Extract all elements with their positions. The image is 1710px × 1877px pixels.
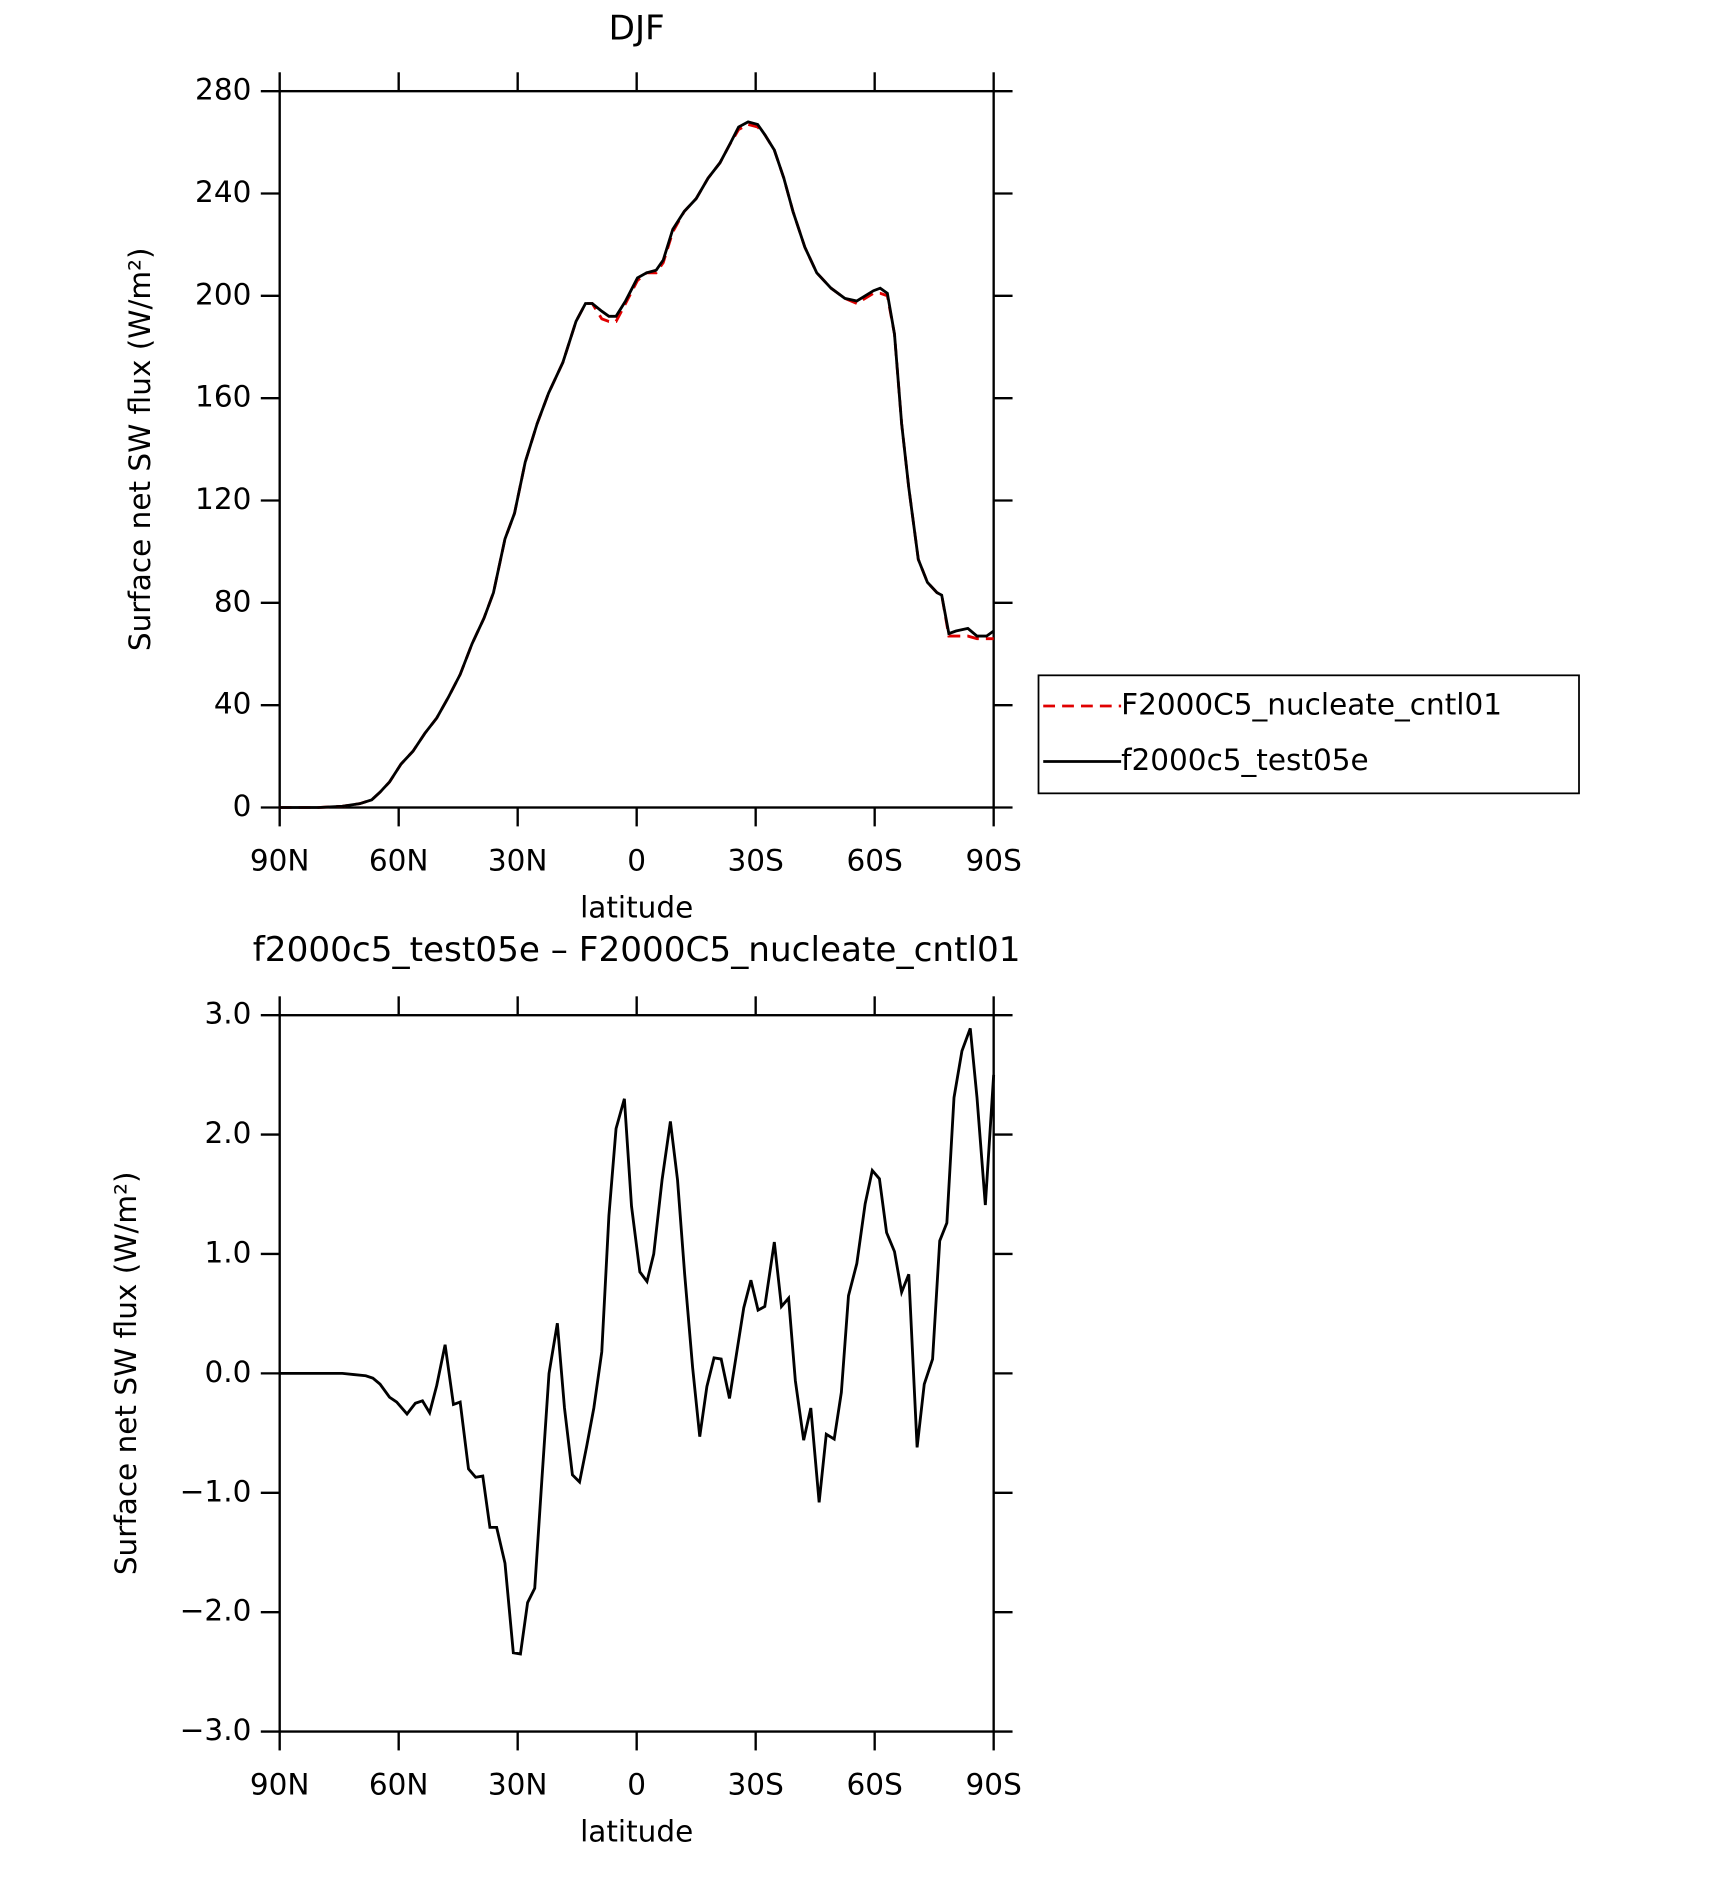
x-axis-label: latitude — [580, 890, 693, 924]
y-tick-label: 160 — [195, 380, 251, 414]
x-axis-label: latitude — [580, 1815, 693, 1849]
y-tick-label: 1.0 — [204, 1235, 251, 1269]
x-tick-label: 30N — [488, 1767, 548, 1801]
x-tick-label: 60S — [847, 843, 903, 877]
y-tick-label: 0 — [233, 789, 252, 823]
x-tick-label: 90N — [250, 843, 310, 877]
y-tick-label: 120 — [195, 482, 251, 516]
x-tick-label: 60S — [847, 1767, 903, 1801]
y-axis-label: Surface net SW flux (W/m²) — [123, 248, 157, 652]
y-tick-label: 2.0 — [204, 1116, 251, 1150]
legend-label: f2000c5_test05e — [1121, 743, 1369, 777]
legend-box — [1037, 674, 1580, 795]
data-line — [279, 122, 994, 809]
x-tick-label: 0 — [627, 1767, 646, 1801]
x-tick-label: 30S — [728, 843, 784, 877]
y-tick-label: 240 — [195, 175, 251, 209]
y-tick-label: −2.0 — [180, 1594, 252, 1628]
chart-title: f2000c5_test05e – F2000C5_nucleate_cntl0… — [253, 930, 1021, 970]
x-tick-label: 90S — [966, 1767, 1022, 1801]
y-tick-label: 200 — [195, 277, 251, 311]
data-line — [279, 1027, 996, 1656]
data-line — [279, 120, 995, 809]
x-tick-label: 0 — [627, 843, 646, 877]
y-tick-label: 280 — [195, 73, 251, 107]
legend-label: F2000C5_nucleate_cntl01 — [1121, 688, 1502, 722]
y-tick-label: −1.0 — [180, 1474, 252, 1508]
y-axis-label: Surface net SW flux (W/m²) — [109, 1172, 143, 1576]
x-tick-label: 60N — [369, 1767, 429, 1801]
x-tick-label: 60N — [369, 843, 429, 877]
plot-frame — [278, 1014, 995, 1733]
x-tick-label: 30S — [728, 1767, 784, 1801]
y-tick-label: 80 — [214, 584, 252, 618]
plot-frame — [278, 89, 995, 809]
y-tick-label: −3.0 — [180, 1713, 252, 1747]
x-tick-label: 90S — [966, 843, 1022, 877]
x-tick-label: 30N — [488, 843, 548, 877]
y-tick-label: 3.0 — [204, 997, 251, 1031]
y-tick-label: 40 — [214, 687, 252, 721]
y-tick-label: 0.0 — [204, 1355, 251, 1389]
x-tick-label: 90N — [250, 1767, 310, 1801]
chart-title: DJF — [609, 8, 665, 48]
